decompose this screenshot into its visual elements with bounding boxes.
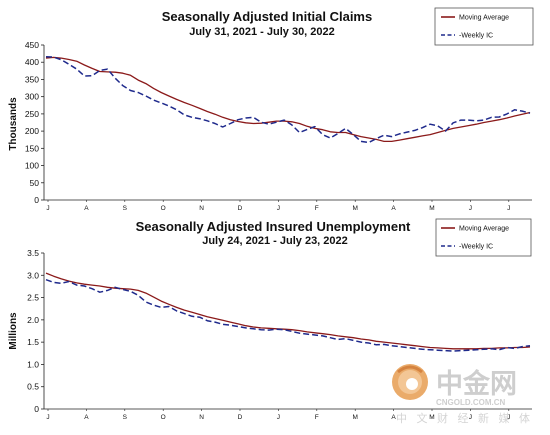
y-tick-label: 50 <box>30 178 40 188</box>
legend-label-weekly: -Weekly IC <box>459 244 493 251</box>
chart-title: Seasonally Adjusted Insured Unemployment <box>136 219 411 234</box>
x-tick-label: J <box>507 414 510 421</box>
y-tick-label: 3.0 <box>27 270 39 280</box>
x-tick-label: A <box>391 205 396 212</box>
x-tick-label: D <box>238 205 243 212</box>
x-tick-label: D <box>238 414 243 421</box>
x-tick-label: A <box>84 414 89 421</box>
x-tick-label: A <box>84 205 89 212</box>
x-tick-label: F <box>315 205 319 212</box>
y-tick-label: 1.5 <box>27 337 39 347</box>
y-tick-label: 200 <box>25 126 39 136</box>
series-line-weekly <box>45 55 531 144</box>
legend-box <box>434 7 534 46</box>
x-tick-label: J <box>46 414 49 421</box>
chart-title: Seasonally Adjusted Initial Claims <box>162 9 372 24</box>
x-tick-label: J <box>277 205 280 212</box>
chart-subtitle: July 31, 2021 - July 30, 2022 <box>189 26 335 38</box>
legend-box <box>435 218 532 257</box>
legend: Moving Average -Weekly IC <box>435 218 532 257</box>
y-tick-label: 400 <box>25 57 39 67</box>
x-tick-label: S <box>123 205 128 212</box>
x-tick-label: J <box>469 205 472 212</box>
watermark: 中金网 CNGOLD.COM.CN 中 文 财 经 新 媒 体 <box>392 364 533 425</box>
x-tick-label: S <box>123 414 128 421</box>
x-tick-label: O <box>161 205 166 212</box>
watermark-logo-icon <box>392 364 428 400</box>
legend: Moving Average -Weekly IC <box>434 7 534 46</box>
legend-label-moving-average: Moving Average <box>459 15 509 22</box>
initial-claims-chart: Seasonally Adjusted Initial Claims July … <box>8 7 534 212</box>
legend-label-weekly: -Weekly IC <box>459 33 493 40</box>
y-tick-label: 2.5 <box>27 293 39 303</box>
x-tick-label: J <box>469 414 472 421</box>
x-tick-label: M <box>352 414 357 421</box>
y-tick-label: 150 <box>25 143 39 153</box>
x-tick-label: J <box>507 205 510 212</box>
x-tick-label: N <box>199 414 204 421</box>
watermark-slogan: 中 文 财 经 新 媒 体 <box>396 411 533 425</box>
y-tick-label: 0 <box>34 195 39 205</box>
x-tick-label: A <box>391 414 396 421</box>
y-tick-label: 300 <box>25 92 39 102</box>
series-line-moving-average <box>45 272 531 350</box>
x-tick-label: M <box>352 205 357 212</box>
y-tick-label: 350 <box>25 74 39 84</box>
insured-unemployment-chart: Seasonally Adjusted Insured Unemployment… <box>8 218 532 421</box>
y-tick-label: 0 <box>34 404 39 414</box>
series-line-weekly <box>45 278 531 352</box>
y-axis-label: Thousands <box>8 97 19 151</box>
x-tick-label: O <box>161 414 166 421</box>
y-tick-label: 100 <box>25 161 39 171</box>
x-tick-label: M <box>429 205 434 212</box>
watermark-logo-text: 中金网 <box>436 368 517 400</box>
legend-label-moving-average: Moving Average <box>459 226 509 233</box>
y-tick-label: 450 <box>25 40 39 50</box>
y-tick-label: 0.5 <box>27 382 39 392</box>
y-axis-label: Millions <box>8 312 19 350</box>
x-tick-label: F <box>315 414 319 421</box>
x-tick-label: N <box>199 205 204 212</box>
y-tick-label: 1.0 <box>27 359 39 369</box>
y-tick-label: 250 <box>25 109 39 119</box>
x-tick-label: M <box>429 414 434 421</box>
x-tick-label: J <box>277 414 280 421</box>
watermark-url: CNGOLD.COM.CN <box>436 398 506 407</box>
chart-subtitle: July 24, 2021 - July 23, 2022 <box>202 235 348 247</box>
series-line-moving-average <box>45 56 531 143</box>
y-tick-label: 3.5 <box>27 248 39 258</box>
y-tick-label: 2.0 <box>27 315 39 325</box>
x-tick-label: J <box>46 205 49 212</box>
